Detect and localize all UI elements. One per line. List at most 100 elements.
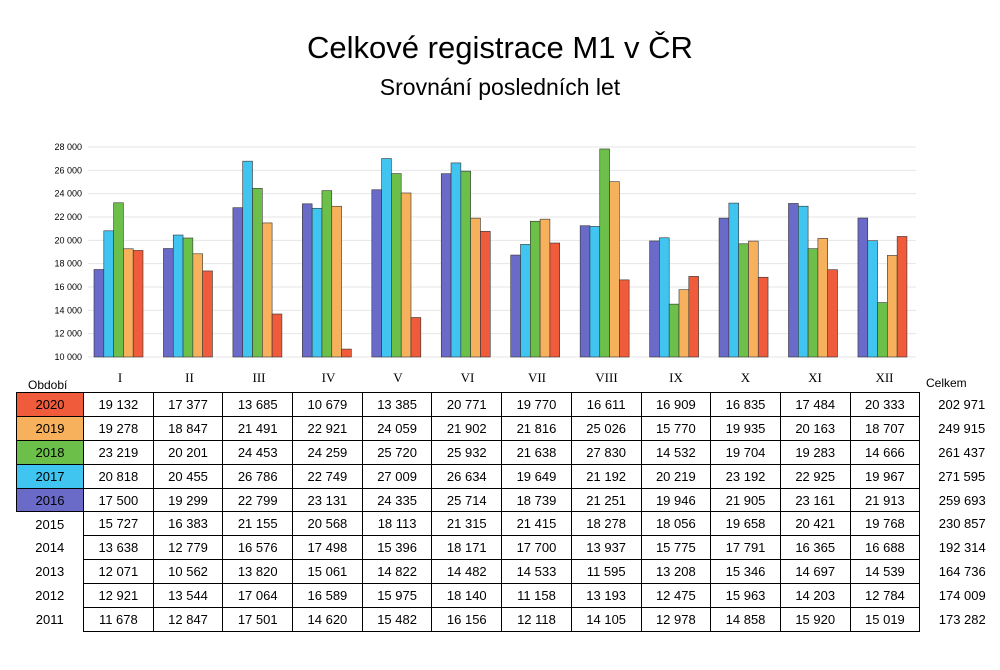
bar-2016-VII xyxy=(510,254,521,358)
bar-2019-V xyxy=(400,192,412,358)
table-cell: 18 847 xyxy=(152,415,224,441)
table-cell: 20 219 xyxy=(640,463,712,489)
table-cell: 19 132 xyxy=(83,392,154,417)
bar-2017-XI xyxy=(797,205,809,358)
table-cell: 15 482 xyxy=(361,607,433,632)
table-cell: 11 595 xyxy=(570,559,642,585)
table-cell: 14 105 xyxy=(570,607,642,632)
year-label: 2019 xyxy=(16,415,84,441)
table-cell: 20 455 xyxy=(152,463,224,489)
bar-2019-III xyxy=(261,222,273,358)
bar-2017-V xyxy=(381,158,392,358)
bar-2016-IV xyxy=(302,203,313,358)
table-cell: 21 315 xyxy=(431,511,503,537)
table-cell: 18 739 xyxy=(501,487,572,513)
year-label: 2017 xyxy=(16,463,84,489)
y-tick-label: 10 000 xyxy=(54,352,82,362)
bar-2017-XII xyxy=(867,240,878,358)
bar-2020-X xyxy=(757,276,769,358)
table-cell: 18 278 xyxy=(570,511,642,537)
category-label: VI xyxy=(460,370,475,385)
bar-2018-VI xyxy=(460,170,471,358)
table-cell: 21 491 xyxy=(222,415,294,441)
category-label: IX xyxy=(669,370,683,385)
table-cell: 13 638 xyxy=(83,535,154,561)
row-total: 271 595 xyxy=(938,468,986,484)
year-label: 2018 xyxy=(16,439,84,465)
bar-2018-VIII xyxy=(599,148,610,358)
table-cell: 18 707 xyxy=(849,415,921,441)
table-cell: 12 921 xyxy=(83,583,154,609)
table-cell: 14 539 xyxy=(849,559,921,585)
bar-2020-VII xyxy=(549,242,561,358)
bar-2017-I xyxy=(103,230,114,358)
row-total: 164 736 xyxy=(938,564,986,580)
table-cell: 16 589 xyxy=(292,583,363,609)
table-cell: 10 562 xyxy=(152,559,224,585)
y-tick-label: 20 000 xyxy=(54,235,82,245)
row-total: 173 282 xyxy=(938,611,986,627)
table-row: 2016 17 500 19 299 22 799 23 131 24 335 25 714… xyxy=(16,487,990,513)
table-cell: 13 208 xyxy=(640,559,712,585)
bar-2019-II xyxy=(192,253,203,358)
bar-2018-V xyxy=(391,173,402,358)
bar-2016-VIII xyxy=(579,225,591,358)
bar-2017-VI xyxy=(450,162,462,358)
total-header: Celkem xyxy=(926,376,967,390)
table-cell: 14 858 xyxy=(710,607,781,632)
table-cell: 12 475 xyxy=(640,583,712,609)
bar-2016-II xyxy=(163,248,174,358)
bar-2020-II xyxy=(202,270,213,358)
table-cell: 16 909 xyxy=(640,392,712,417)
table-cell: 24 453 xyxy=(222,439,294,465)
table-cell: 23 161 xyxy=(779,487,851,513)
table-cell: 16 383 xyxy=(152,511,224,537)
table-cell: 16 365 xyxy=(779,535,851,561)
table-cell: 14 697 xyxy=(779,559,851,585)
table-cell: 15 975 xyxy=(361,583,433,609)
bar-2020-VIII xyxy=(619,279,630,358)
table-cell: 16 156 xyxy=(431,607,503,632)
table-row: 2012 12 921 13 544 17 064 16 589 15 975 18 140… xyxy=(17,583,990,609)
bar-2019-XI xyxy=(817,238,829,358)
table-cell: 14 482 xyxy=(431,559,503,585)
bar-2018-VII xyxy=(529,220,541,358)
bar-2020-IV xyxy=(341,348,352,358)
table-cell: 12 779 xyxy=(152,535,224,561)
table-cell: 26 634 xyxy=(431,463,503,489)
table-cell: 14 532 xyxy=(640,439,712,465)
table-cell: 19 770 xyxy=(501,392,572,417)
data-table: 2020 19 132 17 377 13 685 10 679 13 385 20 771… xyxy=(16,392,990,632)
y-tick-label: 14 000 xyxy=(54,305,82,315)
bar-2019-IV xyxy=(331,205,342,358)
table-cell: 13 820 xyxy=(222,559,294,585)
bar-2016-X xyxy=(718,217,730,358)
table-row: 2019 19 278 18 847 21 491 22 921 24 059 21 902… xyxy=(16,415,990,441)
table-cell: 13 544 xyxy=(152,583,224,609)
table-row: 2011 11 678 12 847 17 501 14 620 15 482 16 156… xyxy=(17,607,990,632)
table-cell: 20 163 xyxy=(779,415,851,441)
bar-2020-V xyxy=(410,317,422,358)
bar-2019-I xyxy=(123,248,134,358)
bar-2018-X xyxy=(738,243,749,358)
bar-2016-V xyxy=(371,189,382,358)
table-cell: 19 768 xyxy=(849,511,921,537)
category-label: II xyxy=(185,370,194,385)
table-cell: 20 818 xyxy=(83,463,154,489)
table-cell: 11 678 xyxy=(83,607,154,632)
bar-2017-VIII xyxy=(589,226,601,358)
bar-2017-VII xyxy=(520,244,531,358)
table-cell: 14 620 xyxy=(292,607,363,632)
table-cell: 19 283 xyxy=(779,439,851,465)
table-cell: 16 688 xyxy=(849,535,921,561)
year-label: 2013 xyxy=(35,564,65,580)
table-cell: 14 822 xyxy=(361,559,433,585)
year-label: 2015 xyxy=(35,516,65,532)
y-tick-label: 22 000 xyxy=(54,212,82,222)
table-cell: 17 064 xyxy=(222,583,294,609)
table-cell: 16 835 xyxy=(710,392,781,417)
table-cell: 23 192 xyxy=(710,463,781,489)
table-cell: 11 158 xyxy=(501,583,572,609)
bar-2017-III xyxy=(242,160,253,358)
category-label: VII xyxy=(527,370,547,385)
